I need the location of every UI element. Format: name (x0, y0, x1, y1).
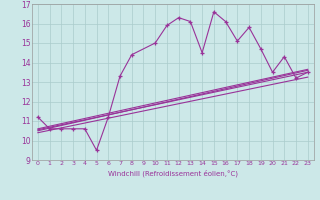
X-axis label: Windchill (Refroidissement éolien,°C): Windchill (Refroidissement éolien,°C) (108, 169, 238, 177)
